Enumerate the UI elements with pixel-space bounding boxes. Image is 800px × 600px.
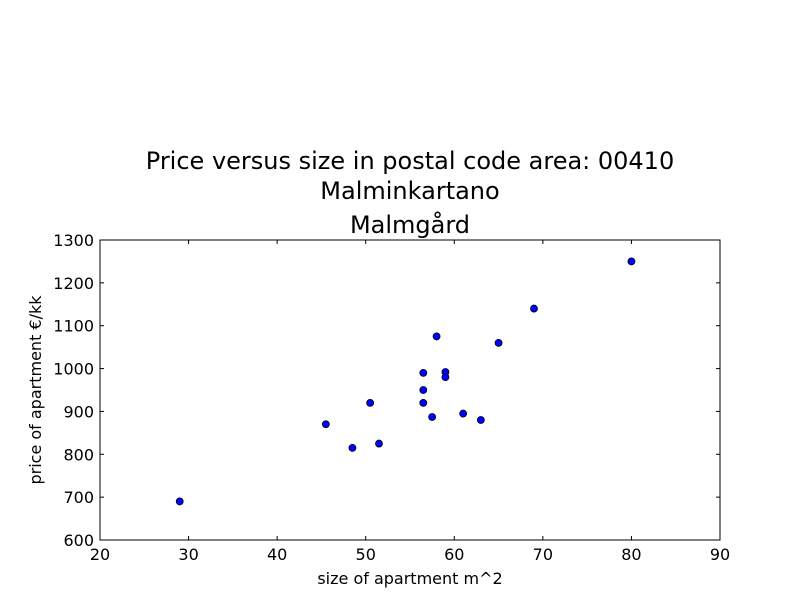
data-point (432, 332, 441, 341)
chart-title: Price versus size in postal code area: 0… (146, 147, 674, 239)
data-points (175, 257, 636, 506)
axis-tick-labels: 20 30 40 50 60 70 80 90 600 700 800 900 1000 1100 1200… (53, 231, 730, 564)
data-point (419, 398, 428, 407)
x-tick-label: 20 (90, 545, 110, 564)
x-tick-label: 90 (710, 545, 730, 564)
x-tick-label: 50 (356, 545, 376, 564)
data-point (530, 304, 538, 313)
x-tick-label: 80 (621, 545, 641, 564)
chart-title-line-2: Malminkartano (320, 177, 499, 205)
data-point (375, 439, 383, 448)
y-tick-label: 600 (63, 531, 94, 550)
plot-frame (99, 239, 721, 541)
data-point (476, 416, 485, 424)
chart-title-line-3: Malmgård (350, 210, 470, 239)
data-point (175, 497, 184, 506)
x-tick-label: 60 (444, 545, 464, 564)
y-axis-label: price of apartment €/kk (26, 295, 45, 485)
data-point (441, 373, 450, 382)
data-point (419, 368, 428, 377)
y-tick-label: 800 (63, 445, 94, 464)
data-point (419, 386, 428, 394)
data-point (459, 409, 468, 418)
y-tick-label: 700 (63, 488, 94, 507)
data-point (366, 398, 375, 407)
x-tick-label: 40 (267, 545, 287, 564)
plot-area (100, 240, 720, 540)
x-axis-label: size of apartment m^2 (317, 569, 502, 588)
data-point (321, 420, 330, 429)
y-tick-label: 1000 (53, 360, 94, 379)
x-tick-label: 30 (178, 545, 198, 564)
y-tick-label: 1300 (53, 231, 94, 250)
y-tick-label: 900 (63, 402, 94, 421)
data-point (348, 443, 357, 452)
x-tick-label: 70 (533, 545, 553, 564)
y-tick-label: 1200 (53, 274, 94, 293)
y-tick-label: 1100 (53, 317, 94, 336)
data-point (428, 413, 437, 421)
data-point (494, 338, 503, 347)
chart-title-line-1: Price versus size in postal code area: 0… (146, 147, 674, 175)
data-point (627, 257, 636, 266)
